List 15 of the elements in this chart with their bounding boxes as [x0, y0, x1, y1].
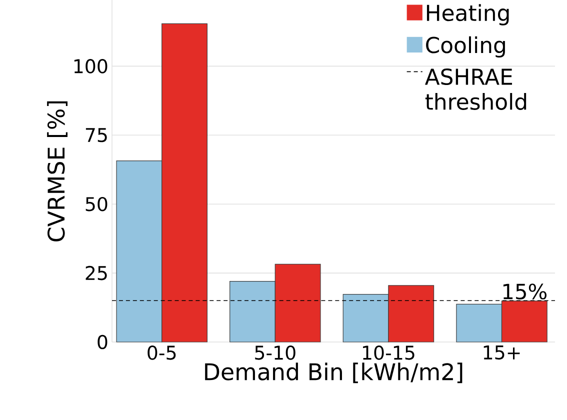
y-axis-title: CVRMSE [%]: [47, 101, 68, 242]
x-axis-title: Demand Bin [kWh/m2]: [205, 362, 462, 384]
legend-label: Heating: [426, 4, 509, 26]
legend-label: ASHRAE threshold: [424, 68, 526, 110]
x-tick-label: 10-15: [363, 346, 414, 360]
annotation: 15%: [503, 284, 546, 300]
y-tick-label: 75: [86, 128, 107, 142]
x-tick-label: 5-10: [255, 346, 296, 360]
y-tick-label: 50: [86, 196, 108, 212]
legend-label: Cooling: [426, 36, 505, 58]
x-tick-label: 0-5: [148, 346, 176, 360]
x-tick-label: 15+: [484, 346, 520, 360]
y-tick-label: 100: [74, 59, 108, 74]
y-tick-label: 25: [86, 266, 107, 280]
y-tick-label: 0: [98, 334, 108, 350]
